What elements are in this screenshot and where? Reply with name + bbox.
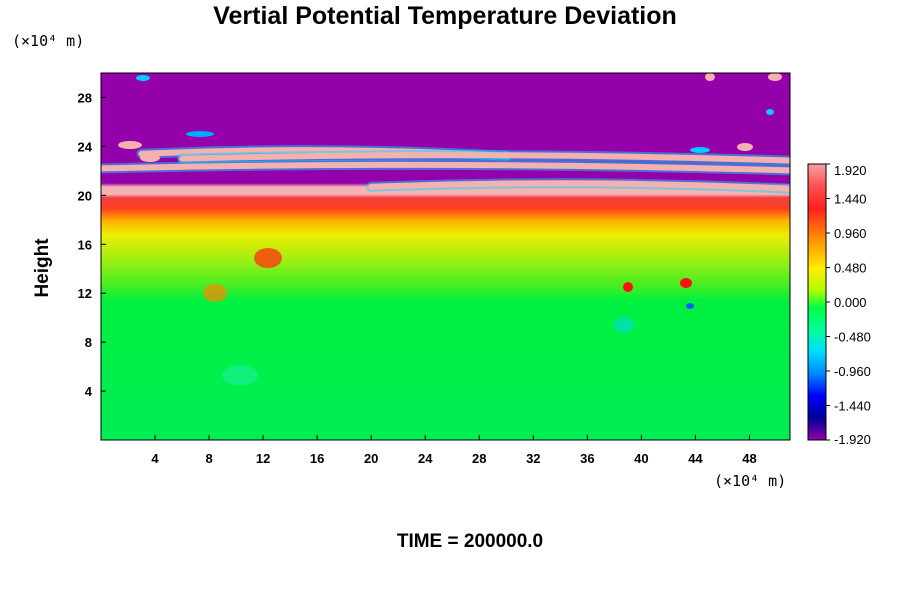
y-tick-label: 16 — [78, 237, 92, 252]
warm-anomaly — [140, 154, 160, 162]
y-ticks: 4 8 12 16 20 24 28 — [78, 90, 106, 399]
colorbar: 1.920 1.440 0.960 0.480 0.000 -0.480 -0.960 -1.… — [807, 163, 871, 447]
cool-anomaly — [222, 365, 258, 385]
x-tick-label: 44 — [688, 451, 703, 466]
x-tick-label: 20 — [364, 451, 378, 466]
colorbar-tick-label: -0.480 — [834, 330, 871, 345]
colorbar-tick-label: 0.960 — [834, 226, 867, 241]
warm-anomaly — [705, 73, 715, 81]
y-axis-unit: (×10⁴ m) — [12, 32, 85, 50]
bands-layer — [101, 145, 790, 194]
warm-anomaly — [737, 143, 753, 151]
y-tick-label: 28 — [78, 90, 92, 105]
warm-anomaly — [623, 282, 633, 292]
cool-anomaly — [614, 317, 634, 333]
y-tick-label: 4 — [85, 384, 93, 399]
x-tick-label: 24 — [418, 451, 433, 466]
cool-anomaly — [136, 75, 150, 81]
warm-anomaly — [680, 278, 692, 288]
x-tick-label: 36 — [580, 451, 594, 466]
x-tick-label: 8 — [205, 451, 212, 466]
x-tick-label: 32 — [526, 451, 540, 466]
x-tick-label: 4 — [151, 451, 159, 466]
warm-band — [101, 161, 790, 174]
plot-frame — [100, 72, 791, 441]
y-tick-label: 20 — [78, 188, 92, 203]
chart-title: Vertial Potential Temperature Deviation — [213, 2, 677, 30]
x-tick-label: 12 — [256, 451, 270, 466]
colorbar-tick-label: 1.440 — [834, 192, 867, 207]
warm-anomaly — [254, 248, 282, 268]
cool-anomaly — [186, 131, 214, 137]
colorbar-tick-label: -0.960 — [834, 364, 871, 379]
plot-area — [101, 73, 790, 440]
x-tick-label: 16 — [310, 451, 324, 466]
x-axis-unit: (×10⁴ m) — [714, 472, 787, 490]
colorbar-strip — [807, 163, 827, 441]
field-background — [101, 73, 790, 440]
colorbar-tick-label: -1.440 — [834, 399, 871, 414]
warm-band — [179, 152, 790, 164]
x-tick-label: 28 — [472, 451, 486, 466]
x-tick-label: 48 — [742, 451, 756, 466]
colorbar-tick-label: -1.920 — [834, 432, 871, 447]
colorbar-tick-label: 0.480 — [834, 261, 867, 276]
cool-anomaly — [766, 109, 774, 115]
warm-anomaly — [768, 73, 782, 81]
y-tick-label: 12 — [78, 286, 92, 301]
colorbar-tick-label: 1.920 — [834, 163, 867, 178]
colorbar-tick-label: 0.000 — [834, 295, 867, 310]
warm-band — [368, 180, 790, 192]
y-tick-label: 24 — [78, 139, 93, 154]
y-tick-label: 8 — [85, 335, 92, 350]
warm-anomaly — [118, 141, 142, 149]
cool-anomaly — [690, 147, 710, 153]
cool-anomaly — [686, 303, 694, 309]
warm-anomaly — [203, 284, 227, 302]
x-tick-label: 40 — [634, 451, 648, 466]
x-ticks: 4 8 12 16 20 24 28 32 36 40 44 48 — [151, 435, 757, 466]
blobs-layer — [118, 73, 782, 385]
colorbar-ticks: 1.920 1.440 0.960 0.480 0.000 -0.480 -0.960 -1.… — [826, 163, 871, 447]
time-label: TIME = 200000.0 — [396, 531, 544, 552]
